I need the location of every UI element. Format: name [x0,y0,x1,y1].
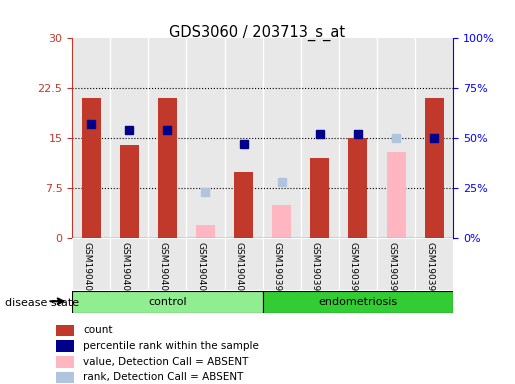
Bar [119,145,139,238]
Bar [110,238,148,290]
Text: control: control [148,297,186,307]
Bar [415,38,453,238]
Bar [81,98,100,238]
Bar [56,324,74,336]
Text: disease state: disease state [5,298,79,308]
Bar [56,356,74,368]
Bar [186,238,225,290]
Bar [196,225,215,238]
Bar [158,98,177,238]
Text: GSM190396: GSM190396 [311,242,320,297]
Text: GSM190398: GSM190398 [387,242,396,297]
Bar [339,38,377,238]
Bar [263,38,301,238]
Bar [110,38,148,238]
Bar [339,238,377,290]
Text: GSM190402: GSM190402 [159,242,167,297]
Bar [234,172,253,238]
Text: GDS3060 / 203713_s_at: GDS3060 / 203713_s_at [169,25,346,41]
Bar [377,238,415,290]
Text: GSM190401: GSM190401 [121,242,129,297]
Bar [424,98,443,238]
Bar [386,152,405,238]
Bar [263,291,453,313]
Text: GSM190403: GSM190403 [197,242,205,297]
Bar [186,38,225,238]
Text: value, Detection Call = ABSENT: value, Detection Call = ABSENT [83,357,249,367]
Bar [225,238,263,290]
Bar [377,38,415,238]
Bar [56,340,74,352]
Bar [348,138,367,238]
Bar [225,38,263,238]
Bar [72,238,110,290]
Bar [301,238,339,290]
Bar [56,372,74,383]
Bar [148,38,186,238]
Text: GSM190404: GSM190404 [235,242,244,297]
Text: GSM190395: GSM190395 [273,242,282,297]
Text: GSM190400: GSM190400 [82,242,91,297]
Bar [415,238,453,290]
Text: count: count [83,326,113,336]
Text: rank, Detection Call = ABSENT: rank, Detection Call = ABSENT [83,372,244,382]
Bar [263,238,301,290]
Bar [72,291,263,313]
Text: GSM190397: GSM190397 [349,242,358,297]
Bar [148,238,186,290]
Text: GSM190399: GSM190399 [425,242,434,297]
Bar [301,38,339,238]
Bar [272,205,291,238]
Text: percentile rank within the sample: percentile rank within the sample [83,341,259,351]
Bar [72,38,110,238]
Bar [310,158,330,238]
Text: endometriosis: endometriosis [318,297,398,307]
